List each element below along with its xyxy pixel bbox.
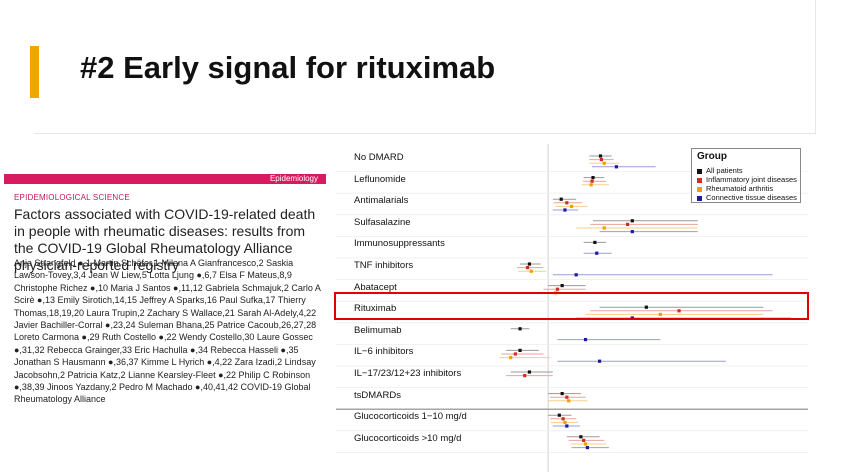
point-estimate	[597, 359, 602, 363]
point-estimate	[561, 417, 565, 421]
point-estimate	[626, 222, 630, 226]
point-estimate	[560, 284, 564, 288]
row-label: Antimalarials	[354, 195, 409, 207]
paper-section-heading: EPIDEMIOLOGICAL SCIENCE	[14, 193, 130, 202]
point-estimate	[591, 176, 595, 180]
point-estimate	[555, 287, 560, 291]
paper-title: Factors associated with COVID-19-related…	[14, 206, 316, 273]
point-estimate	[529, 269, 533, 273]
rituximab-highlight-box	[334, 292, 809, 320]
point-estimate	[602, 161, 606, 165]
point-estimate	[602, 226, 606, 230]
point-estimate	[630, 219, 634, 223]
point-estimate	[557, 413, 561, 417]
point-estimate	[614, 165, 618, 169]
point-estimate	[595, 251, 599, 255]
point-estimate	[677, 309, 681, 313]
row-label: Rituximab	[354, 303, 397, 315]
legend-swatch	[697, 168, 702, 174]
forest-plot-canvas	[336, 144, 808, 472]
row-label: Glucocorticoids >10 mg/d	[354, 432, 462, 444]
row-label: tsDMARDs	[354, 389, 401, 401]
point-estimate	[630, 230, 634, 234]
point-estimate	[593, 240, 597, 244]
point-estimate	[518, 327, 522, 331]
paper-excerpt: Epidemiology EPIDEMIOLOGICAL SCIENCE Fac…	[0, 140, 330, 472]
point-estimate	[565, 395, 569, 399]
point-estimate	[658, 312, 662, 316]
legend-item: Connective tissue diseases	[697, 193, 797, 202]
point-estimate	[527, 262, 532, 266]
point-estimate	[563, 208, 567, 212]
point-estimate	[527, 370, 532, 374]
point-estimate	[523, 374, 527, 378]
row-label: Glucocorticoids 1−10 mg/d	[354, 411, 467, 423]
point-estimate	[579, 435, 583, 439]
point-estimate	[518, 348, 522, 352]
legend-item: Rheumatoid arthritis	[697, 184, 773, 193]
legend-swatch	[697, 186, 702, 192]
legend-swatch	[697, 195, 702, 201]
point-estimate	[509, 356, 513, 360]
legend-label: Inflammatory joint diseases	[706, 175, 797, 184]
point-estimate	[565, 201, 569, 205]
legend-item: All patients	[697, 166, 743, 175]
point-estimate	[582, 438, 586, 442]
point-estimate	[583, 442, 588, 446]
row-label: IL−17/23/12+23 inhibitors	[354, 368, 462, 379]
journal-section-label: Epidemiology	[269, 174, 318, 183]
chart-legend: Group All patients Inflammatory joint dis…	[691, 148, 801, 203]
row-label: Immunosuppressants	[354, 238, 445, 250]
point-estimate	[560, 392, 564, 396]
point-estimate	[513, 352, 517, 356]
point-estimate	[574, 273, 578, 277]
row-label: Abatacept	[354, 281, 397, 293]
point-estimate	[569, 204, 574, 208]
point-estimate	[583, 338, 588, 342]
title-frame	[34, 0, 816, 134]
point-estimate	[644, 305, 648, 309]
journal-section-bar: Epidemiology	[4, 174, 326, 184]
legend-label: All patients	[706, 166, 743, 175]
row-label: No DMARD	[354, 152, 404, 163]
row-label: IL−6 inhibitors	[354, 346, 414, 358]
point-estimate	[567, 399, 571, 403]
row-label: Belimumab	[354, 324, 402, 336]
legend-label: Connective tissue diseases	[706, 193, 797, 202]
legend-swatch	[697, 177, 702, 183]
point-estimate	[598, 154, 603, 158]
point-estimate	[559, 197, 563, 201]
title-accent-bar	[30, 46, 39, 98]
point-estimate	[585, 446, 589, 450]
row-label: TNF inhibitors	[354, 260, 414, 271]
point-estimate	[565, 424, 569, 428]
row-label: Leflunomide	[354, 173, 406, 185]
legend-title: Group	[697, 151, 727, 162]
forest-plot: No DMARD Leflunomide Antimalarials Sulfasal…	[330, 140, 847, 472]
slide-title: #2 Early signal for rituximab	[80, 50, 496, 85]
point-estimate	[525, 266, 530, 270]
point-estimate	[590, 179, 594, 183]
row-label: Sulfasalazine	[354, 216, 411, 228]
point-estimate	[589, 183, 593, 187]
point-estimate	[563, 420, 567, 424]
legend-item: Inflammatory joint diseases	[697, 175, 797, 184]
point-estimate	[599, 158, 604, 162]
paper-authors: Anja Strangfeld ●,1 Martin Schäfer,1 Mil…	[14, 258, 321, 405]
point-estimate	[630, 316, 634, 320]
legend-label: Rheumatoid arthritis	[706, 184, 774, 193]
